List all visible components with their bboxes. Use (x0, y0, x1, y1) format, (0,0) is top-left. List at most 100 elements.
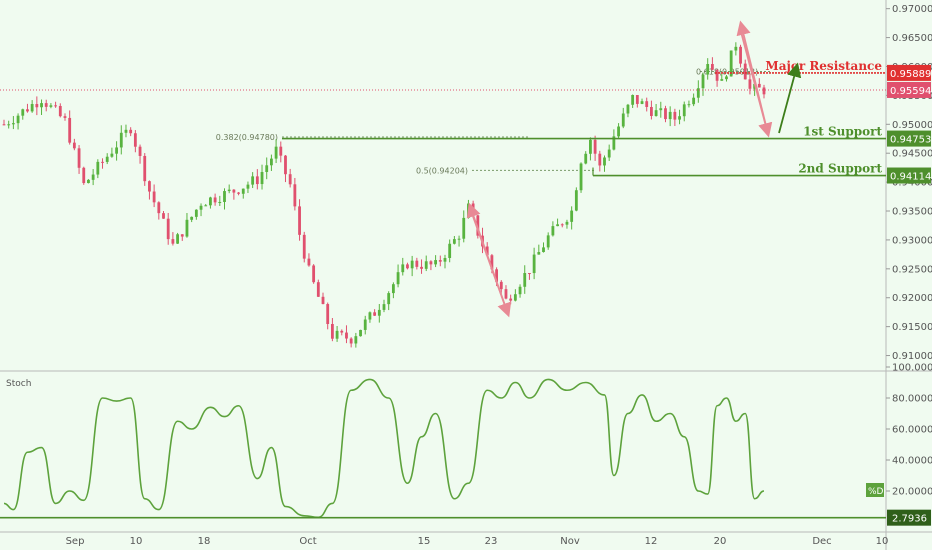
candle-body (420, 266, 423, 269)
price-tick-label: 0.94500 (892, 149, 932, 160)
candle-body (495, 269, 498, 282)
candle-body (298, 206, 301, 235)
candle-body (715, 69, 719, 81)
candle-body (645, 101, 649, 107)
projection-arrow (778, 62, 802, 134)
candle-body (63, 116, 67, 118)
candle-body (199, 205, 203, 210)
candle-body (284, 155, 287, 175)
price-tick-label: 0.91000 (892, 351, 932, 362)
candle-body (359, 329, 362, 337)
candle-body (504, 289, 508, 299)
level-label: 2nd Support (798, 162, 882, 176)
candle-body (288, 174, 292, 185)
price-badges: 0.95889 0.94753 0.94114 0.95594 2.7936 %D (866, 64, 931, 526)
candle-body (363, 319, 367, 330)
stoch-tick-label: 60.0000 (892, 425, 932, 436)
candle-body (387, 293, 391, 305)
candle-body (659, 108, 663, 111)
candle-body (223, 191, 226, 202)
candle-body (58, 105, 62, 117)
candle-body (148, 181, 151, 192)
candle-body (246, 184, 250, 189)
candle-body (110, 153, 114, 157)
candle-body (152, 191, 156, 203)
candle-body (129, 129, 133, 134)
fib-label: 0.382(0.94780) (216, 133, 278, 142)
candle-body (274, 146, 278, 159)
candle-body (49, 105, 53, 107)
price-tick-label: 0.93000 (892, 235, 932, 246)
candle-body (537, 252, 541, 255)
candle-body (729, 50, 733, 77)
candle-body (682, 104, 686, 117)
level-label: Major Resistance (765, 59, 882, 73)
time-tick-label: 18 (198, 536, 211, 547)
candle-body (345, 332, 348, 339)
candle-body (138, 146, 142, 156)
candle-body (490, 255, 494, 270)
candle-body (11, 123, 15, 125)
candle-body (270, 158, 273, 166)
candle-body (35, 104, 39, 108)
candle-body (434, 260, 438, 265)
candle-body (82, 167, 86, 184)
candle-body (410, 260, 414, 269)
candle-body (349, 338, 353, 344)
candle-body (72, 142, 76, 149)
stoch-axis: 100.0000 80.0000 60.0000 40.0000 20.0000 (886, 363, 932, 498)
projection-arrow (466, 202, 509, 315)
candle-body (307, 258, 311, 266)
candle-body (166, 218, 170, 240)
stoch-level-badge (887, 509, 931, 526)
candle-body (551, 226, 555, 236)
candle-body (757, 83, 761, 88)
candle-body (635, 95, 639, 104)
candle-body (443, 258, 447, 262)
price-badge-text: 0.95889 (890, 69, 931, 80)
candle-body (26, 109, 29, 112)
candle-body (68, 117, 72, 143)
candle-body (476, 215, 480, 236)
time-tick-label: 10 (876, 536, 889, 547)
candle-body (185, 219, 189, 237)
candle-body (513, 294, 517, 301)
price-badge-text: 0.94753 (890, 135, 931, 146)
price-badge-text: 0.94114 (890, 172, 931, 183)
candle-body (429, 261, 433, 265)
candle-body (115, 147, 118, 154)
stoch-tick-label: 100.0000 (892, 363, 932, 374)
candle-body (401, 264, 405, 273)
candle-body (16, 115, 20, 124)
candle-body (565, 221, 569, 225)
candle-body (143, 155, 147, 182)
candle-body (485, 246, 489, 256)
candle-body (321, 296, 325, 305)
candle-body (739, 46, 742, 64)
candle-body (710, 64, 714, 70)
stochastic-oscillator (0, 378, 886, 519)
candle-body (452, 239, 456, 244)
candle-body (176, 234, 179, 244)
candle-body (668, 111, 672, 120)
candle-body (570, 210, 574, 222)
candle-body (650, 106, 653, 116)
candle-body (312, 265, 316, 283)
candle-body (237, 192, 240, 194)
current-price-badge (887, 81, 931, 98)
candle-body (626, 104, 630, 114)
candle-body (499, 281, 503, 290)
candle-body (720, 79, 724, 81)
candle-body (227, 189, 231, 192)
candle-body (162, 213, 165, 219)
candle-body (255, 176, 259, 185)
candle-body (157, 202, 161, 214)
stoch-level-badge-text: 2.7936 (892, 514, 927, 525)
candle-body (373, 312, 377, 316)
candle-body (593, 139, 597, 154)
candle-body (316, 282, 320, 297)
candle-body (509, 298, 513, 301)
stoch-label: Stoch (6, 379, 31, 389)
